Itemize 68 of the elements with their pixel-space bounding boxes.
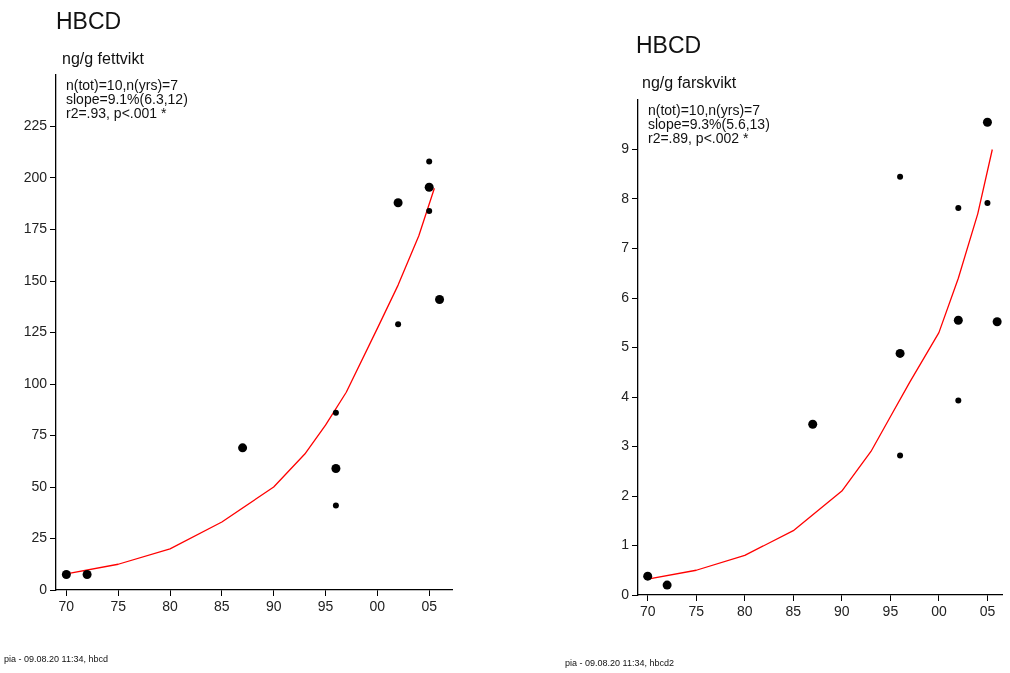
x-tick-label: 90 [265, 598, 282, 615]
x-tick-label: 00 [369, 598, 386, 615]
point [435, 295, 445, 305]
point [424, 182, 434, 192]
y-tick-label: 25 [31, 529, 48, 546]
y-tick-label: 2 [621, 486, 630, 503]
y-tick-label: 0 [39, 580, 48, 597]
point [897, 452, 904, 459]
y-tick-label: 125 [23, 323, 48, 340]
x-tick-label: 95 [317, 598, 334, 615]
x-tick-label: 90 [834, 603, 850, 620]
y-tick-label: 225 [23, 117, 48, 134]
y-tick-label: 75 [31, 426, 48, 443]
point [662, 580, 672, 590]
point [238, 443, 248, 453]
chart-title: HBCD [56, 8, 122, 35]
point [332, 502, 339, 509]
x-tick-label: 05 [421, 598, 438, 615]
x-tick-label: 85 [214, 598, 230, 615]
y-tick-label: 0 [621, 585, 630, 602]
y-tick-label: 4 [621, 387, 630, 404]
point [332, 409, 339, 416]
point [992, 317, 1002, 327]
text: pia - 09.08.20 11:34, hbcd [4, 654, 108, 664]
x-tick-label: 00 [931, 603, 947, 620]
y-axis-title: ng/g farskvikt [642, 74, 737, 92]
point [955, 397, 962, 404]
point [808, 419, 818, 429]
text: pia - 09.08.20 11:34, hbcd2 [565, 658, 674, 668]
point [895, 348, 905, 358]
x-tick-label: 75 [110, 598, 127, 615]
x-tick-label: 95 [882, 603, 899, 620]
chart-title: HBCD [636, 32, 702, 59]
y-tick-label: 50 [31, 477, 48, 494]
point [955, 204, 962, 211]
point [393, 198, 403, 208]
point [331, 463, 341, 473]
x-tick-label: 80 [736, 603, 753, 620]
y-tick-label: 1 [621, 536, 630, 553]
x-tick-label: 70 [639, 603, 656, 620]
point [395, 321, 402, 328]
point [982, 117, 992, 127]
x-tick-label: 80 [162, 598, 179, 615]
y-tick-label: 5 [621, 338, 630, 355]
point [82, 570, 92, 580]
point [426, 158, 433, 165]
x-tick-label: 70 [58, 598, 75, 615]
point [426, 207, 433, 214]
y-tick-label: 3 [621, 437, 630, 454]
point [643, 571, 653, 581]
y-tick-label: 6 [621, 288, 630, 305]
point [897, 173, 904, 180]
y-tick-label: 200 [23, 168, 48, 185]
y-tick-label: 7 [621, 239, 630, 256]
point [984, 199, 991, 206]
annotation: n(tot)=10,n(yrs)=7 [648, 101, 761, 118]
point [61, 570, 71, 580]
y-tick-label: 175 [23, 220, 48, 237]
y-tick-label: 100 [23, 374, 48, 391]
y-tick-label: 9 [621, 140, 630, 157]
y-axis-title: ng/g fettvikt [62, 50, 144, 68]
y-tick-label: 8 [621, 189, 630, 206]
y-tick-label: 150 [23, 271, 48, 288]
x-tick-label: 05 [979, 603, 996, 620]
x-tick-label: 85 [785, 603, 802, 620]
point [953, 315, 963, 325]
x-tick-label: 75 [688, 603, 705, 620]
annotation: n(tot)=10,n(yrs)=7 [66, 76, 179, 93]
